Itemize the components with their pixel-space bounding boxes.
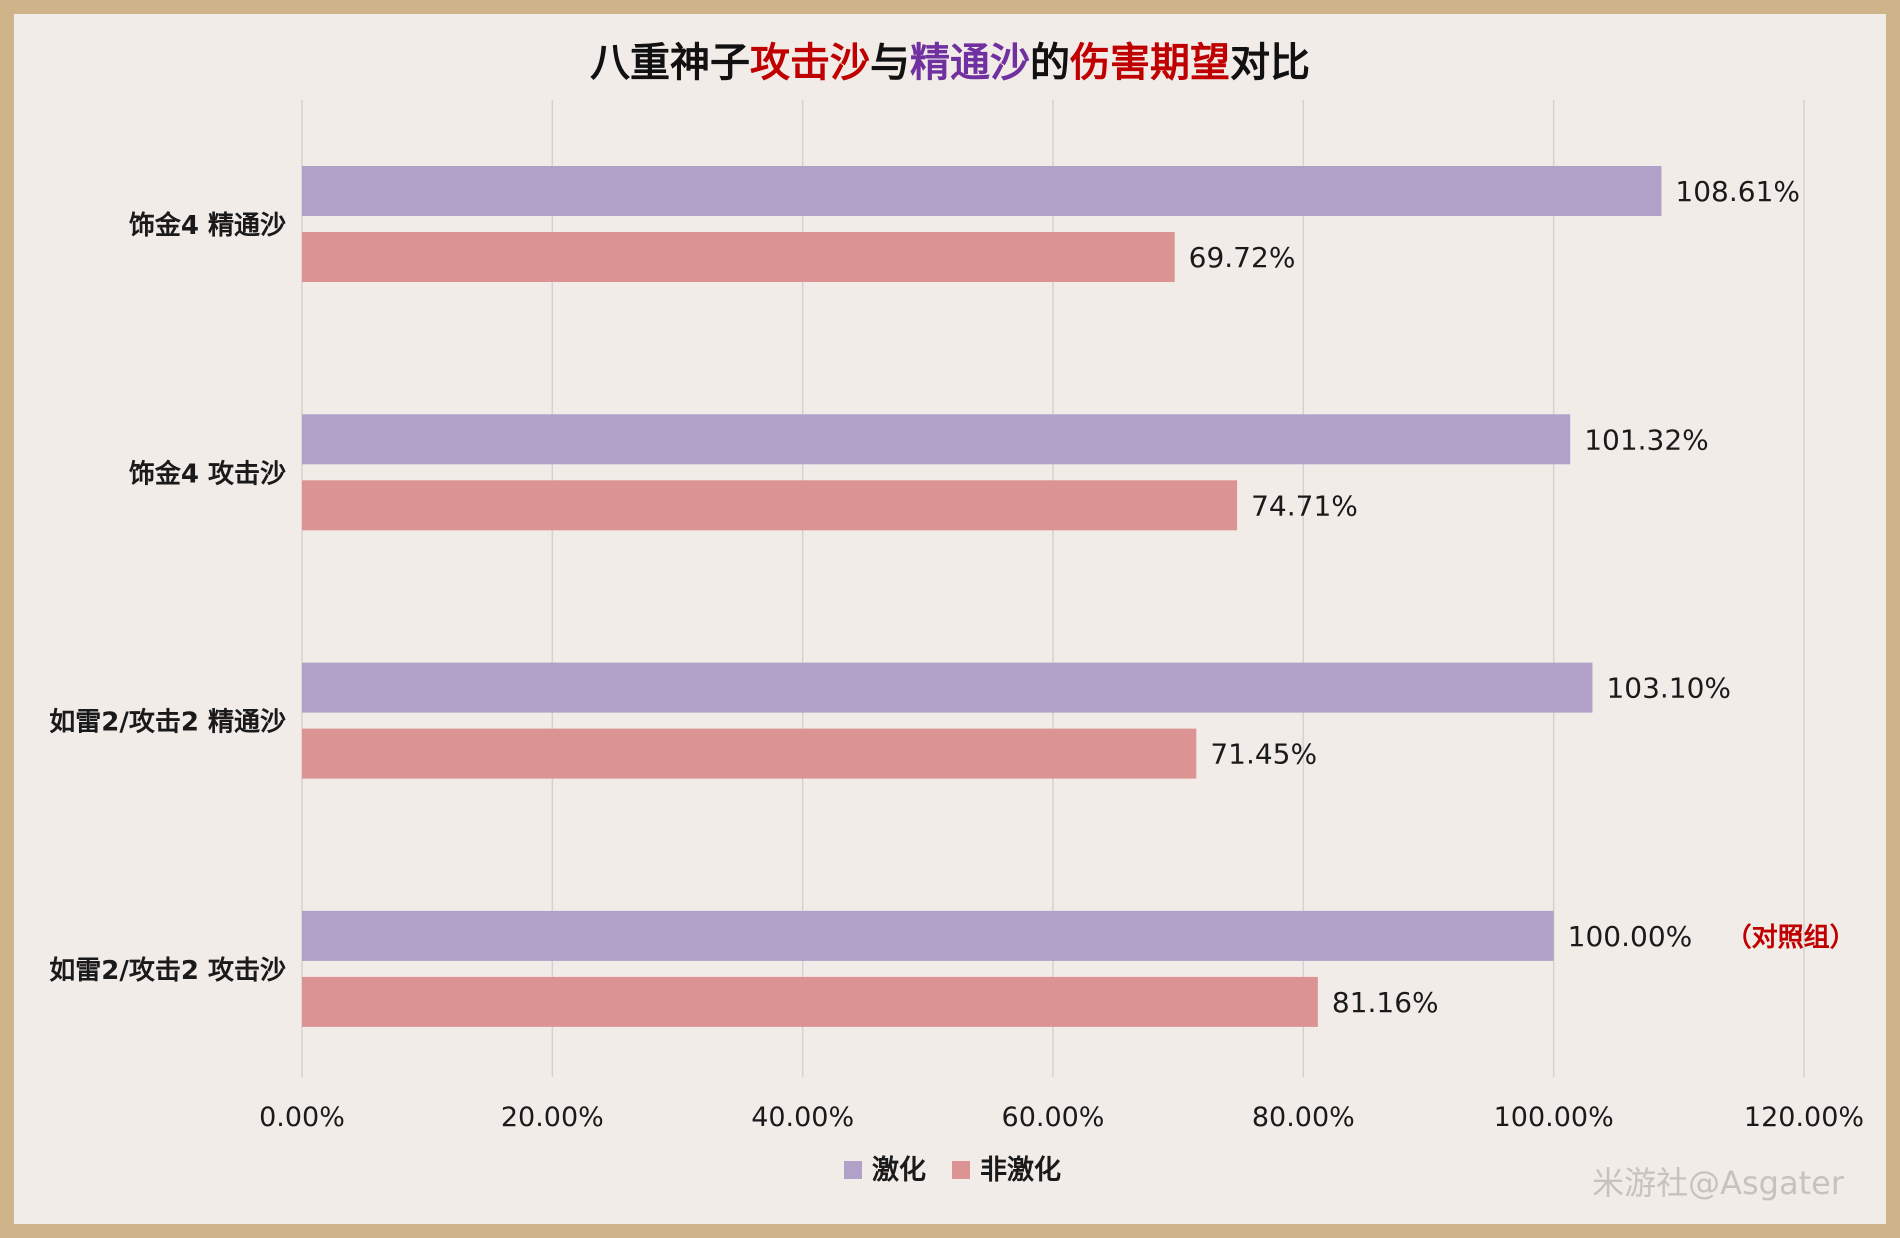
control-group-note: （对照组） <box>1726 922 1856 953</box>
bar-jihua <box>302 910 1554 961</box>
bar-jihua <box>302 662 1593 713</box>
data-label: 71.45% <box>1210 738 1317 771</box>
bar-chart: 八重神子攻击沙与精通沙的伤害期望对比 108.61% 69.72% 101.32% 7… <box>49 39 1864 1202</box>
category-label: 如雷2/攻击2 攻击沙 <box>49 956 286 986</box>
watermark: 米游社@Asgater <box>1592 1164 1845 1202</box>
chart-frame: 八重神子攻击沙与精通沙的伤害期望对比 108.61% 69.72% 101.32% 7… <box>14 14 1886 1224</box>
bar-feijihua <box>302 232 1175 282</box>
legend-swatch <box>844 1161 862 1179</box>
x-tick-label: 100.00% <box>1494 1102 1614 1133</box>
data-label: 69.72% <box>1189 241 1296 274</box>
legend-label: 非激化 <box>980 1154 1061 1186</box>
data-label: 101.32% <box>1584 423 1709 456</box>
legend: 激化 非激化 <box>844 1154 1061 1186</box>
x-tick-label: 40.00% <box>751 1102 854 1133</box>
category-label: 饰金4 攻击沙 <box>129 458 286 489</box>
x-tick-label: 80.00% <box>1252 1102 1355 1133</box>
title-part: 攻击沙 <box>750 39 870 86</box>
x-tick-label: 0.00% <box>259 1102 345 1133</box>
data-labels: 108.61% 69.72% 101.32% 74.71% 103.10% 71.45% 1… <box>1189 175 1856 1019</box>
title-part: 与 <box>870 39 910 86</box>
x-tick-label: 120.00% <box>1744 1102 1864 1133</box>
title-part: 精通沙 <box>910 39 1030 86</box>
x-tick-label: 20.00% <box>501 1102 604 1133</box>
title-part: 八重神子 <box>590 39 750 86</box>
x-tick-label: 60.00% <box>1002 1102 1105 1133</box>
bar-jihua <box>302 414 1571 465</box>
data-label: 103.10% <box>1606 672 1731 705</box>
data-label: 81.16% <box>1332 986 1439 1019</box>
category-label: 饰金4 精通沙 <box>129 210 286 241</box>
x-tick-labels: 0.00% 20.00% 40.00% 60.00% 80.00% 100.00% 120.… <box>259 1102 1864 1133</box>
bar-jihua <box>302 166 1662 216</box>
title-part: 对比 <box>1230 39 1310 86</box>
bar-feijihua <box>302 480 1238 531</box>
title-part: 伤害期望 <box>1069 39 1230 86</box>
data-label: 74.71% <box>1251 489 1358 522</box>
legend-swatch <box>952 1161 970 1179</box>
bars <box>302 166 1662 1027</box>
bar-feijihua <box>302 728 1197 779</box>
bar-feijihua <box>302 976 1318 1027</box>
data-label: 100.00% <box>1568 920 1693 953</box>
title-part: 的 <box>1030 39 1070 86</box>
data-label: 108.61% <box>1675 175 1800 208</box>
legend-label: 激化 <box>872 1154 926 1186</box>
chart-title: 八重神子攻击沙与精通沙的伤害期望对比 <box>590 39 1310 86</box>
category-label: 如雷2/攻击2 精通沙 <box>49 708 286 738</box>
